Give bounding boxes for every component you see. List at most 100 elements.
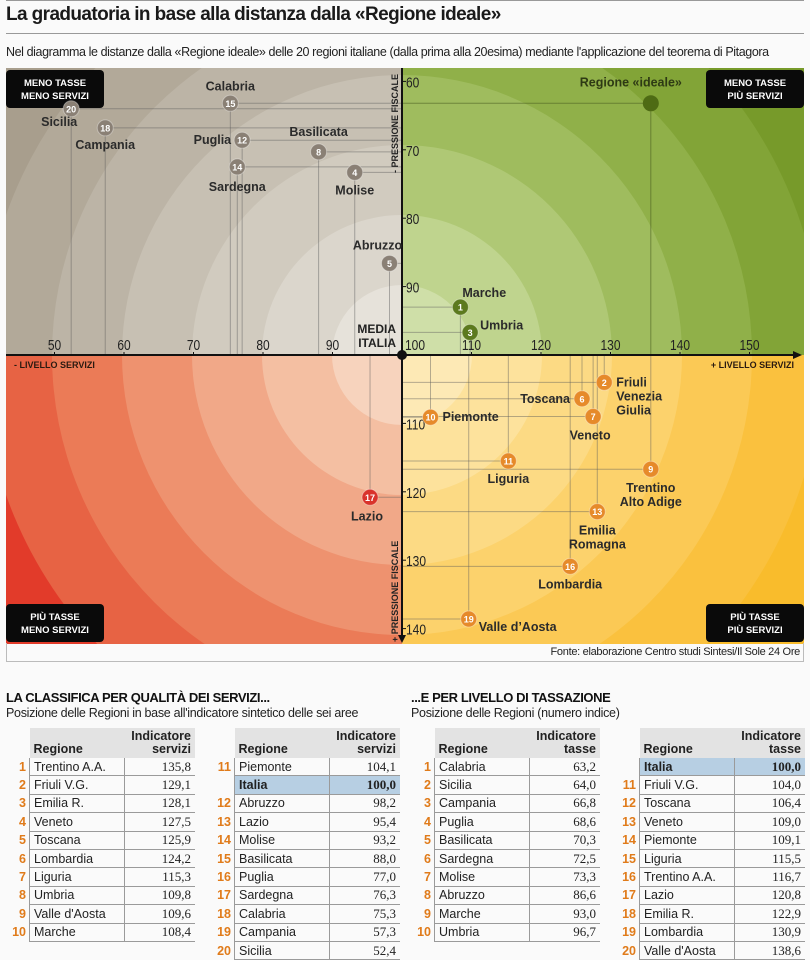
table-row: 5 Toscana 125,9 <box>6 831 195 850</box>
value-cell: 98,2 <box>329 794 400 814</box>
table-row: 10 Marche 108,4 <box>6 923 195 942</box>
region-cell: Sardegna <box>234 886 330 906</box>
point-marker <box>584 408 602 426</box>
distance-ring <box>402 285 472 355</box>
point-piemonte: 10 Piemonte <box>421 408 499 426</box>
value-cell: 129,1 <box>124 775 195 795</box>
point-name-label: Calabria <box>206 79 256 93</box>
point-marker <box>561 557 579 575</box>
point-campania: 18 Campania <box>75 119 136 152</box>
table-row: 19 Campania 57,3 <box>211 923 400 942</box>
tasse-section: ...E PER LIVELLO DI TASSAZIONE Posizione… <box>411 690 810 960</box>
region-header: Regione <box>639 728 735 758</box>
quadrant-label-line1: PIÙ TASSE <box>30 611 79 623</box>
region-cell: Trentino A.A. <box>639 867 735 887</box>
y-axis-arrow <box>398 635 406 643</box>
point-name-label: Lombardia <box>538 577 603 591</box>
point-rank-label: 14 <box>232 162 242 172</box>
point-name-label: Basilicata <box>289 125 348 139</box>
point-name-label: Sicilia <box>41 115 78 129</box>
point-lazio: 17 Lazio <box>351 488 383 523</box>
rank-cell: 17 <box>217 888 231 903</box>
point-marker <box>380 254 398 272</box>
point-name-label: Friuli <box>616 375 647 389</box>
quadrant-label-box <box>706 604 804 642</box>
point-marker <box>573 390 591 408</box>
servizi-title: LA CLASSIFICA PER QUALITÀ DEI SERVIZI... <box>6 690 270 705</box>
point-name-label: Giulia <box>616 403 652 417</box>
ideal-point <box>642 95 659 112</box>
quadrant-label-line2: PIÙ SERVIZI <box>727 90 782 102</box>
source-note: Fonte: elaborazione Centro studi Sintesi… <box>550 646 801 658</box>
quadrant-label-line1: PIÙ TASSE <box>730 611 779 623</box>
value-header: Indicatore servizi <box>329 728 400 758</box>
value-cell: 106,4 <box>734 794 805 814</box>
point-marker <box>461 323 479 341</box>
point-marker <box>499 452 517 470</box>
region-cell: Lazio <box>234 812 330 832</box>
region-cell: Umbria <box>434 923 530 942</box>
point-rank-label: 7 <box>591 412 596 422</box>
point-umbria: 3 Umbria <box>461 318 524 341</box>
quadrant-label-box <box>706 70 804 108</box>
rank-cell: 5 <box>19 833 26 848</box>
value-cell: 104,0 <box>734 775 805 795</box>
center-label-line1: MEDIA <box>357 322 396 336</box>
x-tick-label: 70 <box>187 337 201 354</box>
rank-cell: 18 <box>217 906 231 921</box>
rank-cell: 4 <box>424 814 431 829</box>
x-tick-label: 130 <box>600 337 620 354</box>
region-cell: Toscana <box>639 794 735 814</box>
table-row: Italia 100,0 <box>211 775 400 795</box>
point-name-label: Puglia <box>194 133 233 147</box>
rank-cell: 11 <box>217 759 231 774</box>
table-row: 15 Liguria 115,5 <box>616 849 805 869</box>
point-rank-label: 19 <box>464 615 474 625</box>
x-tick-label: 120 <box>531 337 551 354</box>
rank-header <box>411 728 435 758</box>
rank-cell: 12 <box>217 796 231 811</box>
quadrant-label-line2: PIÙ SERVIZI <box>727 624 782 636</box>
source-box <box>6 643 804 662</box>
ideal-label: Regione «ideale» <box>580 75 682 89</box>
rank-cell: 1 <box>19 759 26 774</box>
point-name-label: Abruzzo <box>353 238 403 252</box>
table-row: 4 Veneto 127,5 <box>6 812 195 832</box>
y-tick-label: 120 <box>406 485 426 502</box>
point-marker <box>642 460 660 478</box>
point-rank-label: 17 <box>365 493 375 503</box>
region-cell: Umbria <box>29 886 125 906</box>
point-rank-label: 11 <box>504 457 514 467</box>
x-axis-label-positive: + LIVELLO SERVIZI <box>711 360 794 370</box>
value-cell: 100,0 <box>734 758 805 777</box>
value-cell: 96,7 <box>529 923 600 942</box>
point-name-label: Liguria <box>487 472 530 486</box>
table-row: 9 Marche 93,0 <box>411 904 600 924</box>
value-cell: 109,6 <box>124 904 195 924</box>
point-marker <box>346 163 364 181</box>
point-name-label: Piemonte <box>442 410 498 424</box>
distance-ring <box>332 285 402 355</box>
table-row: 16 Puglia 77,0 <box>211 867 400 887</box>
rank-cell <box>211 776 235 794</box>
region-cell: Liguria <box>29 867 125 887</box>
rank-cell: 9 <box>19 906 26 921</box>
point-name-label: Toscana <box>520 392 571 406</box>
rank-cell: 16 <box>622 870 636 885</box>
rank-cell: 14 <box>622 833 636 848</box>
region-cell: Veneto <box>639 812 735 832</box>
region-header: Regione <box>434 728 530 758</box>
table-row: 7 Liguria 115,3 <box>6 867 195 887</box>
quadrant-label-line1: MENO TASSE <box>24 78 86 89</box>
point-marker <box>588 503 606 521</box>
rank-cell: 11 <box>622 778 636 793</box>
table-row: 9 Valle d'Aosta 109,6 <box>6 904 195 924</box>
value-cell: 57,3 <box>329 923 400 942</box>
value-cell: 127,5 <box>124 812 195 832</box>
region-cell: Lombardia <box>29 849 125 869</box>
table-row: 13 Veneto 109,0 <box>616 812 805 832</box>
point-puglia: 12 Puglia <box>194 131 251 149</box>
region-cell: Lombardia <box>639 923 735 942</box>
